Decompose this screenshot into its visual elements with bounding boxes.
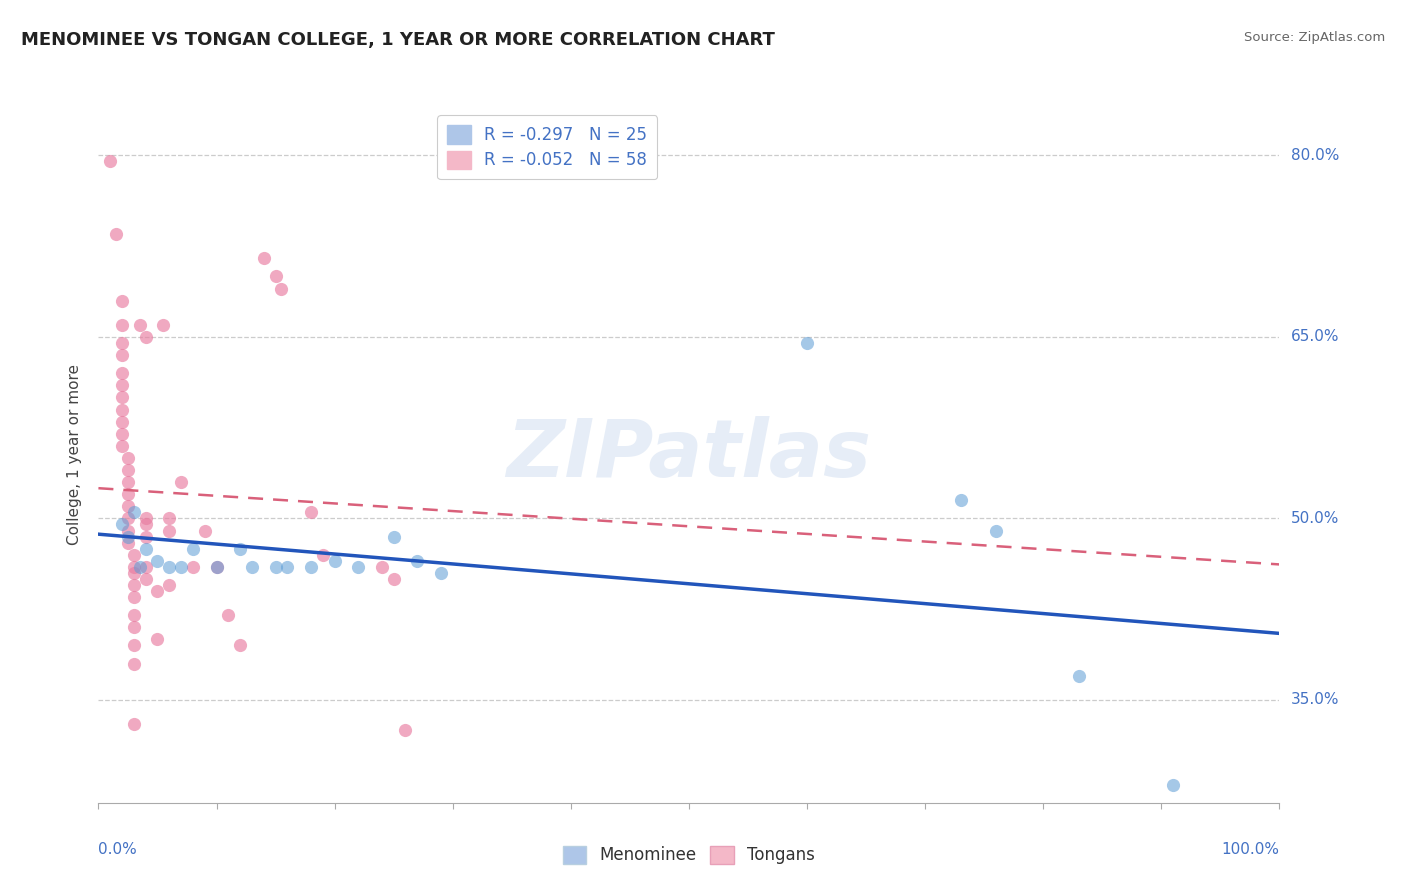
Point [146,554,169,568]
Point [122,505,145,519]
Point [146,584,169,599]
Text: 50.0%: 50.0% [1291,511,1339,526]
Point [117,524,139,538]
Point [276,559,298,574]
Point [157,578,180,592]
Point [264,269,287,284]
Point [1067,669,1090,683]
Point [111,391,134,405]
Point [117,475,139,490]
Point [122,559,145,574]
Point [229,541,252,556]
Point [796,336,818,351]
Point [299,559,322,574]
Point [135,559,157,574]
Point [205,559,228,574]
Point [117,500,139,514]
Point [117,450,139,465]
Legend: Menominee, Tongans: Menominee, Tongans [553,836,825,874]
Point [371,559,394,574]
Text: 80.0%: 80.0% [1291,148,1339,163]
Point [111,517,134,532]
Point [111,348,134,362]
Point [111,415,134,429]
Point [135,530,157,544]
Point [240,559,263,574]
Point [122,620,145,634]
Text: 0.0%: 0.0% [98,842,138,856]
Point [122,548,145,562]
Point [253,252,276,266]
Point [205,559,228,574]
Text: 35.0%: 35.0% [1291,692,1339,707]
Point [111,378,134,392]
Point [135,572,157,586]
Point [430,566,453,580]
Point [117,535,139,549]
Point [111,439,134,453]
Text: Source: ZipAtlas.com: Source: ZipAtlas.com [1244,31,1385,45]
Point [194,524,217,538]
Point [117,487,139,501]
Point [98,154,121,169]
Point [347,559,370,574]
Text: 100.0%: 100.0% [1222,842,1279,856]
Point [170,475,193,490]
Point [312,548,335,562]
Point [406,554,429,568]
Point [135,511,157,525]
Point [949,493,972,508]
Point [122,578,145,592]
Point [382,572,405,586]
Point [270,281,292,295]
Point [111,426,134,441]
Point [105,227,128,241]
Point [157,559,180,574]
Point [111,293,134,308]
Point [117,463,139,477]
Point [170,559,193,574]
Point [111,366,134,380]
Point [117,530,139,544]
Point [128,318,150,332]
Point [128,559,150,574]
Point [229,639,252,653]
Point [117,511,139,525]
Point [382,530,405,544]
Point [122,639,145,653]
Point [135,330,157,344]
Point [181,541,204,556]
Text: 65.0%: 65.0% [1291,329,1339,344]
Text: MENOMINEE VS TONGAN COLLEGE, 1 YEAR OR MORE CORRELATION CHART: MENOMINEE VS TONGAN COLLEGE, 1 YEAR OR M… [21,31,775,49]
Point [157,511,180,525]
Point [1161,778,1184,792]
Point [181,559,204,574]
Point [984,524,1007,538]
Point [111,318,134,332]
Point [111,402,134,417]
Point [122,717,145,731]
Point [323,554,346,568]
Point [111,336,134,351]
Y-axis label: College, 1 year or more: College, 1 year or more [67,365,83,545]
Text: ZIPatlas: ZIPatlas [506,416,872,494]
Point [152,318,174,332]
Point [122,657,145,671]
Point [122,608,145,623]
Point [135,541,157,556]
Point [122,590,145,604]
Point [135,517,157,532]
Point [264,559,287,574]
Point [122,566,145,580]
Point [217,608,239,623]
Point [299,505,322,519]
Point [146,632,169,647]
Point [157,524,180,538]
Point [394,723,416,738]
